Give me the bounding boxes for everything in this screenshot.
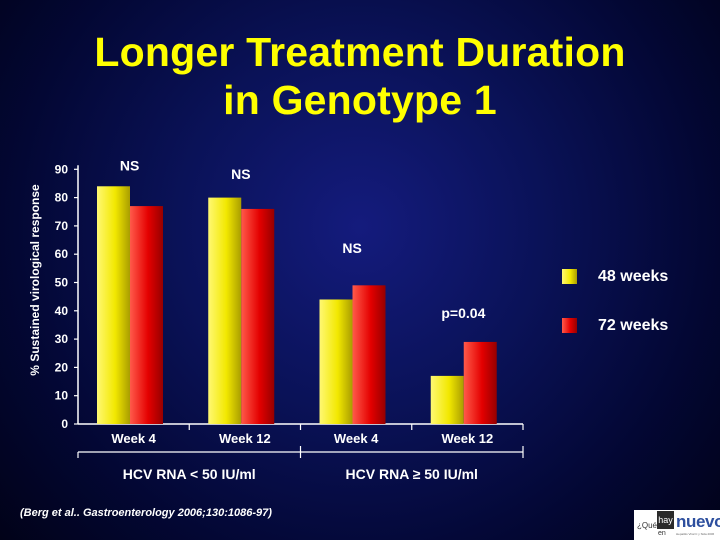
y-tick-label: 60 — [55, 247, 69, 261]
y-axis-label: % Sustained virological response — [28, 184, 42, 376]
title-line-2: in Genotype 1 — [223, 77, 497, 123]
bar-72-weeks — [130, 206, 163, 424]
y-tick-label: 90 — [55, 162, 69, 176]
y-tick-label: 10 — [55, 389, 69, 403]
group-label: HCV RNA ≥ 50 IU/ml — [346, 466, 478, 482]
group-label: HCV RNA < 50 IU/ml — [123, 466, 256, 482]
y-tick-label: 20 — [55, 360, 69, 374]
bar-48-weeks — [430, 375, 464, 424]
legend-swatch — [562, 318, 577, 333]
significance-annotation: NS — [120, 158, 139, 174]
bar-72-weeks — [241, 208, 275, 424]
title-line-1: Longer Treatment Duration — [94, 29, 626, 75]
y-tick-label: 30 — [55, 332, 69, 346]
y-tick-label: 40 — [55, 304, 69, 318]
x-category-label: Week 4 — [111, 431, 156, 446]
y-tick-label: 70 — [55, 219, 69, 233]
significance-annotation: p=0.04 — [441, 305, 485, 321]
legend-swatch — [562, 269, 577, 284]
y-tick-label: 50 — [55, 276, 69, 290]
logo-subtitle: Hepatitis Viral C y Sida 2006 — [676, 532, 715, 536]
x-category-label: Week 12 — [441, 431, 493, 446]
legend-label: 72 weeks — [598, 317, 668, 334]
bar-72-weeks — [352, 285, 386, 424]
bar-48-weeks — [97, 186, 130, 424]
bar-48-weeks — [319, 299, 353, 424]
logo-en-text: en — [658, 530, 666, 537]
logo-que-text: ¿Qué — [637, 521, 658, 530]
logo-hay-text: hay — [657, 511, 674, 529]
slide-title: Longer Treatment Duration in Genotype 1 — [0, 28, 720, 124]
x-category-label: Week 12 — [219, 431, 271, 446]
y-tick-label: 80 — [55, 191, 69, 205]
bar-48-weeks — [208, 197, 242, 424]
legend-label: 48 weeks — [598, 268, 668, 285]
logo-nuevo-text: nuevo — [676, 512, 720, 531]
significance-annotation: NS — [231, 166, 250, 182]
citation: (Berg et al.. Gastroenterology 2006;130:… — [20, 507, 272, 519]
conference-logo: ¿Qué hay en nuevo Hepatitis Viral C y Si… — [634, 510, 720, 540]
y-tick-label: 0 — [61, 417, 68, 431]
bar-72-weeks — [463, 341, 497, 424]
x-category-label: Week 4 — [334, 431, 379, 446]
significance-annotation: NS — [342, 240, 361, 256]
